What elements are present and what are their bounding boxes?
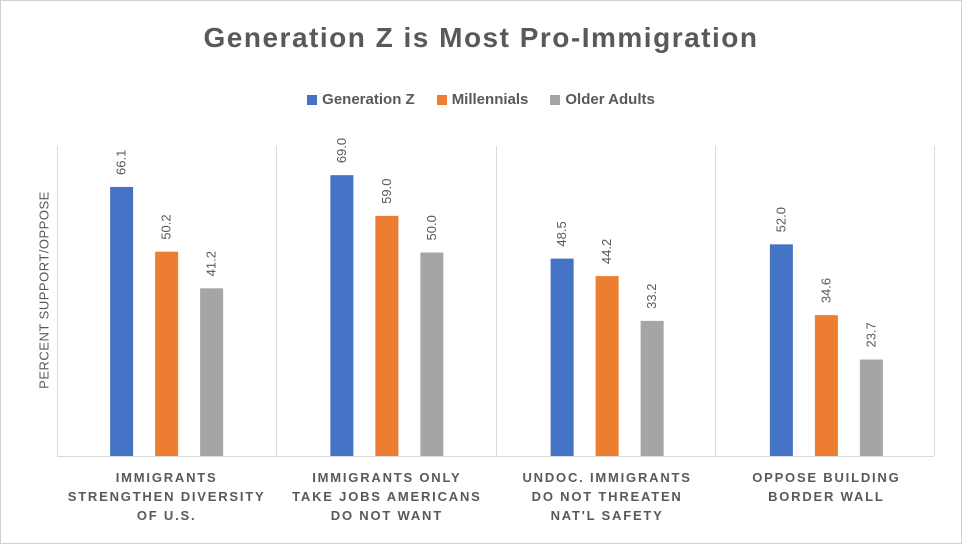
legend-item-generation-z: Generation Z bbox=[307, 91, 415, 108]
legend: Generation Z Millennials Older Adults bbox=[0, 91, 962, 108]
bar-2-0 bbox=[550, 258, 574, 456]
bar-2-1 bbox=[595, 276, 619, 456]
bar-value-label-3-0: 52.0 bbox=[773, 207, 788, 232]
legend-swatch-older-adults bbox=[550, 94, 561, 105]
bar-1-2 bbox=[420, 252, 444, 456]
category-label-0: IMMIGRANTS STRENGTHEN DIVERSITY OF U.S. bbox=[67, 470, 266, 523]
bar-value-label-0-0: 66.1 bbox=[114, 150, 129, 175]
bar-value-label-2-0: 48.5 bbox=[554, 221, 569, 246]
chart-title: Generation Z is Most Pro-Immigration bbox=[203, 22, 759, 53]
category-label-3: OPPOSE BUILDING BORDER WALL bbox=[752, 470, 901, 504]
legend-item-older-adults: Older Adults bbox=[550, 91, 655, 108]
category-label-1: IMMIGRANTS ONLY TAKE JOBS AMERICANS DO N… bbox=[292, 470, 482, 523]
bar-value-label-2-2: 33.2 bbox=[644, 284, 659, 309]
bar-2-2 bbox=[640, 320, 664, 456]
bar-1-1 bbox=[375, 215, 399, 456]
bar-value-label-1-0: 69.0 bbox=[334, 138, 349, 163]
bar-0-1 bbox=[155, 251, 179, 456]
bar-3-0 bbox=[769, 244, 793, 456]
bar-3-2 bbox=[859, 359, 883, 456]
legend-label-millennials: Millennials bbox=[451, 91, 529, 108]
bar-0-0 bbox=[110, 186, 134, 456]
legend-label-generation-z: Generation Z bbox=[322, 91, 415, 108]
bar-1-0 bbox=[330, 175, 354, 457]
bar-3-1 bbox=[814, 315, 838, 456]
bar-value-label-0-2: 41.2 bbox=[204, 251, 219, 276]
bar-value-label-2-1: 44.2 bbox=[599, 239, 614, 264]
bar-value-label-0-1: 50.2 bbox=[159, 214, 174, 239]
bar-value-label-1-1: 59.0 bbox=[379, 179, 394, 204]
bar-value-label-3-1: 34.6 bbox=[818, 278, 833, 303]
category-label-2: UNDOC. IMMIGRANTS DO NOT THREATEN NAT'L … bbox=[522, 470, 692, 523]
bar-value-label-3-2: 23.7 bbox=[863, 322, 878, 347]
legend-swatch-generation-z bbox=[307, 94, 318, 105]
legend-item-millennials: Millennials bbox=[436, 91, 529, 108]
legend-label-older-adults: Older Adults bbox=[565, 91, 655, 108]
legend-swatch-millennials bbox=[436, 94, 447, 105]
bar-0-2 bbox=[200, 288, 224, 456]
bar-value-label-1-2: 50.0 bbox=[424, 215, 439, 240]
